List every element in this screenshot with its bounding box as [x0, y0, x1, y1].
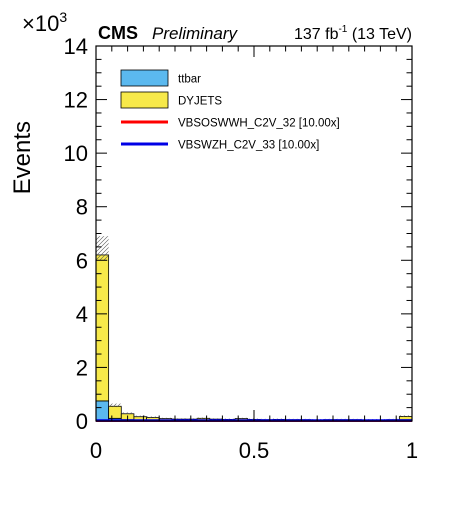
- legend: ttbar DYJETS VBSOSWWH_C2V_32 [10.00x] VBSWZ…: [120, 69, 340, 152]
- uncertainty-band-2: [121, 412, 134, 415]
- uncertainty-band-11: [235, 417, 248, 419]
- y-tick-label: 0: [76, 409, 88, 434]
- uncertainty-band-6: [171, 418, 185, 420]
- cms-label: CMS: [98, 23, 138, 43]
- y-tick-label: 4: [76, 302, 88, 327]
- bar-DYJETS-24: [398, 416, 413, 421]
- uncertainty-band-24: [399, 415, 412, 417]
- legend-label: ttbar: [178, 74, 201, 86]
- y-tick-label: 14: [64, 34, 88, 59]
- x-tick-label: 0.5: [239, 438, 270, 463]
- uncertainty-band-8: [197, 417, 210, 419]
- uncertainty-band-14: [272, 418, 286, 420]
- preliminary-label: Preliminary: [152, 24, 239, 43]
- y-tick-label: 2: [76, 355, 88, 380]
- uncertainty-band-1: [108, 403, 122, 408]
- x-tick-label: 0: [90, 438, 102, 463]
- bar-ttbar-0: [95, 400, 110, 422]
- uncertainty-band-9: [209, 418, 223, 420]
- uncertainty-band-0: [96, 236, 109, 261]
- legend-label: VBSOSWWH_C2V_32 [10.00x]: [178, 118, 340, 130]
- legend-swatch-ttbar: [120, 69, 169, 87]
- uncertainty-band-5: [159, 417, 172, 419]
- bar-DYJETS-1: [108, 405, 122, 419]
- legend-label: VBSWZH_C2V_33 [10.00x]: [178, 140, 319, 152]
- uncertainty-band-4: [146, 416, 160, 418]
- y-tick-label: 12: [64, 88, 88, 113]
- uncertainty-band-10: [222, 418, 236, 420]
- y-axis-label: Events: [9, 121, 36, 194]
- legend-swatch-DYJETS: [120, 91, 169, 109]
- y-multiplier: ×103: [22, 9, 67, 36]
- uncertainty-band-3: [133, 415, 147, 418]
- x-tick-label: 1: [406, 438, 418, 463]
- y-tick-label: 8: [76, 195, 88, 220]
- axes: 0 2 4 6 8 10 12 14 0 0.5 1: [64, 34, 419, 463]
- y-tick-label: 10: [64, 141, 88, 166]
- legend-label: DYJETS: [178, 96, 222, 108]
- plot-area: [95, 236, 413, 422]
- y-tick-label: 6: [76, 248, 88, 273]
- bar-DYJETS-0: [95, 254, 110, 402]
- lumi-label: 137 fb-1 (13 TeV): [294, 24, 412, 43]
